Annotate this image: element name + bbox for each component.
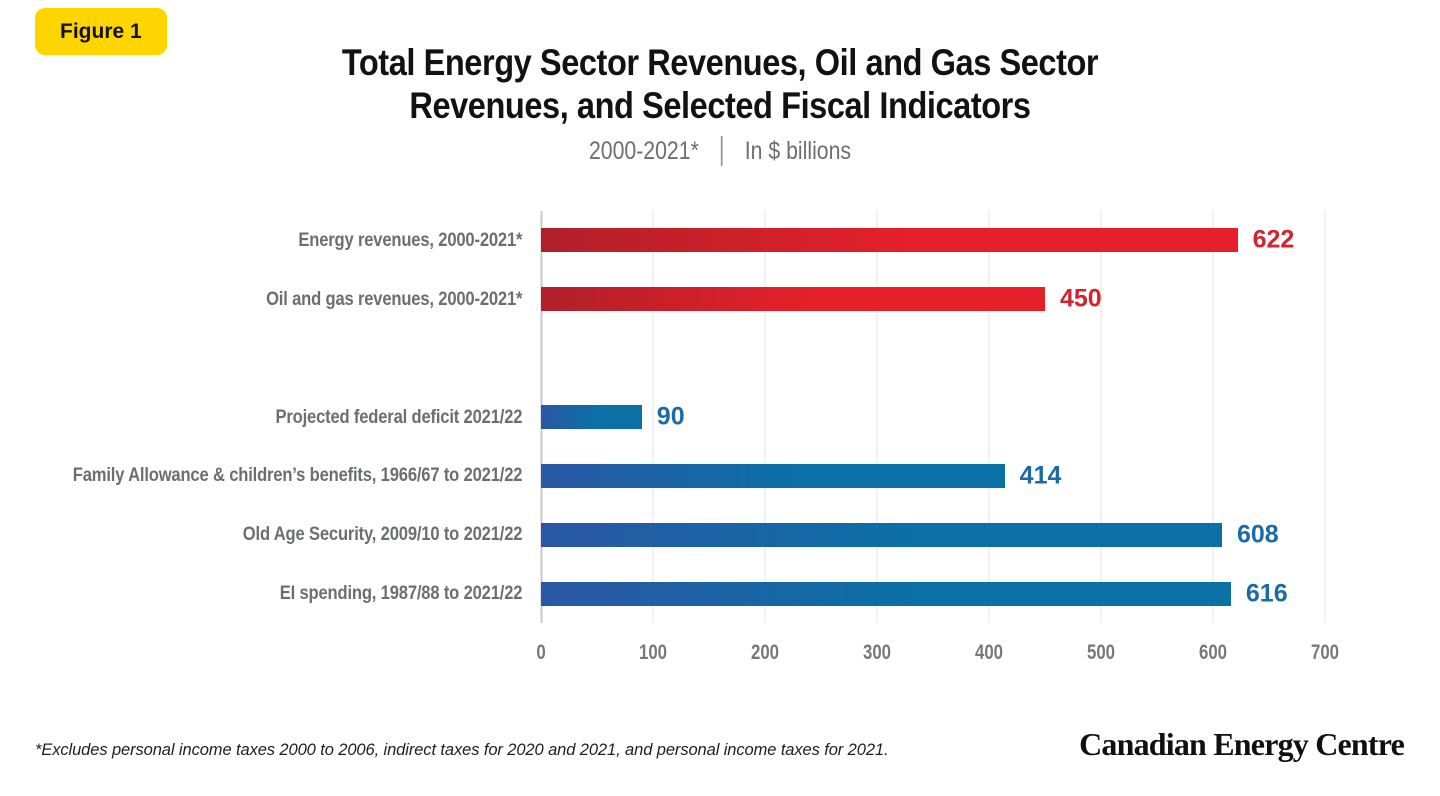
bar-track: 450 (541, 270, 1325, 329)
gridline (876, 211, 878, 623)
figure-badge-label: Figure 1 (60, 20, 142, 43)
bar (541, 405, 642, 429)
bar (541, 463, 1005, 488)
subtitle-period: 2000-2021* (588, 136, 699, 165)
bar-value: 608 (1236, 520, 1279, 549)
gridline (1212, 211, 1214, 623)
spacer-row (0, 329, 1325, 388)
bar-value: 90 (656, 402, 685, 431)
bar-label: Oil and gas revenues, 2000-2021* (266, 287, 523, 310)
subtitle-units: In $ billions (744, 136, 852, 165)
bar-row: Family Allowance & children’s benefits, … (0, 446, 1325, 505)
bar-track: 616 (541, 564, 1325, 623)
bar (541, 522, 1222, 547)
bar-label: Projected federal deficit 2021/22 (275, 405, 523, 428)
bar-row: Energy revenues, 2000-2021* 622 (0, 211, 1325, 270)
bar-track: 414 (541, 446, 1325, 505)
bar-label: EI spending, 1987/88 to 2021/22 (279, 582, 523, 605)
bar (541, 228, 1238, 253)
bar-label (81, 329, 541, 388)
bar-track (541, 329, 1325, 388)
gridline (652, 211, 654, 623)
x-axis-ticks: 0 100 200 300 400 500 600 700 (536, 641, 1339, 673)
footnote: *Excludes personal income taxes 2000 to … (35, 741, 889, 759)
x-tick-label: 100 (638, 641, 668, 664)
bar-row: Oil and gas revenues, 2000-2021* 450 (0, 270, 1325, 329)
title-line-2: Revenues, and Selected Fiscal Indicators (409, 84, 1031, 126)
title-line-1: Total Energy Sector Revenues, Oil and Ga… (341, 42, 1099, 83)
x-tick-label: 500 (1086, 641, 1116, 664)
bar-rows: Energy revenues, 2000-2021* 622 Oil and ga… (0, 211, 1325, 623)
bar-value: 414 (1019, 461, 1062, 490)
bar-chart: Energy revenues, 2000-2021* 622 Oil and ga… (0, 211, 1326, 623)
figure-badge: Figure 1 (35, 8, 167, 55)
bar-label: Old Age Security, 2009/10 to 2021/22 (242, 523, 523, 546)
bar-track: 90 (541, 388, 1325, 447)
bar-label: Family Allowance & children’s benefits, … (72, 464, 523, 487)
bar-row: Projected federal deficit 2021/22 90 (0, 388, 1325, 447)
x-tick-label: 400 (974, 641, 1004, 664)
bar (541, 581, 1231, 606)
bar-track: 608 (541, 505, 1325, 564)
chart-subtitle: 2000-2021* In $ billions (108, 136, 1332, 166)
bar-row: Old Age Security, 2009/10 to 2021/22 608 (0, 505, 1325, 564)
bar-value: 616 (1245, 579, 1288, 608)
gridline (764, 211, 766, 623)
x-tick-label: 0 (536, 641, 546, 664)
gridline (1100, 211, 1102, 623)
bar-track: 622 (541, 211, 1325, 270)
x-tick-label: 300 (862, 641, 892, 664)
brand-logo: Canadian Energy Centre (1079, 726, 1405, 762)
subtitle-divider (720, 136, 723, 166)
gridline (988, 211, 990, 623)
bar-value: 622 (1252, 225, 1295, 254)
bar-row: EI spending, 1987/88 to 2021/22 616 (0, 564, 1325, 623)
bar (541, 287, 1045, 312)
bar-value: 450 (1060, 284, 1102, 313)
chart-title: Total Energy Sector Revenues, Oil and Ga… (86, 42, 1353, 128)
x-tick-label: 700 (1310, 641, 1340, 664)
bar-label: Energy revenues, 2000-2021* (298, 228, 523, 251)
gridline (1324, 211, 1326, 623)
x-tick-label: 200 (750, 641, 780, 664)
x-tick-label: 600 (1198, 641, 1228, 664)
